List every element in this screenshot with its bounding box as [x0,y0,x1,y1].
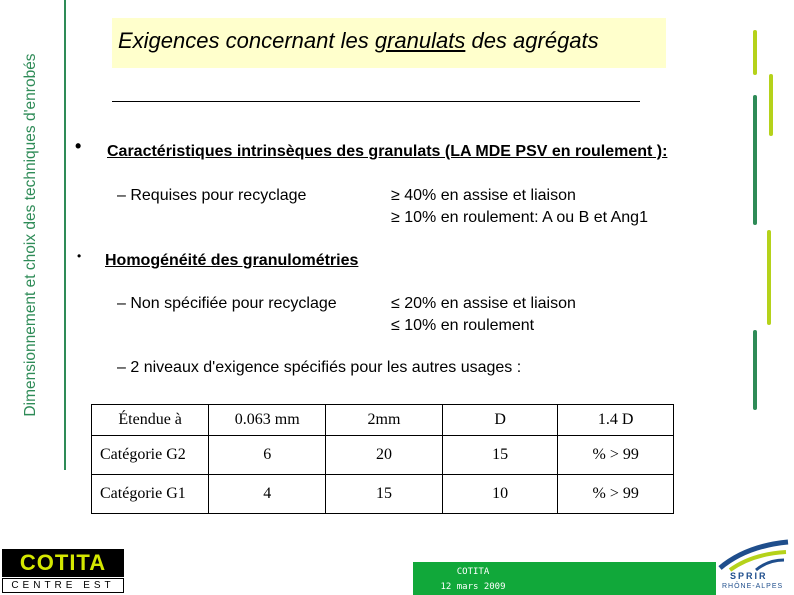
section-2-extra-line: – 2 niveaux d'exigence spécifiés pour le… [117,359,522,376]
cotita-logo-text: COTITA [19,550,107,575]
table-cell: Catégorie G1 [90,474,210,514]
section-2-value-1: ≤ 20% en assise et liaison [391,295,576,312]
table-header-row: Étendue à 0.063 mm 2mm D 1.4 D [90,404,674,436]
table-header-cell: Étendue à [90,404,210,436]
decorative-bar-3 [753,95,757,225]
decorative-bar-2 [769,74,773,136]
title-part-2: des agrégats [465,28,599,53]
table-cell: % > 99 [557,435,674,475]
footer-bar: COTITA 12 mars 2009 [413,562,716,595]
title-underlined-word: granulats [374,28,466,53]
decorative-bar-5 [753,330,757,410]
decorative-bar-1 [753,30,757,75]
section-1-heading: Caractéristiques intrinsèques des granul… [107,143,668,160]
footer-date: 12 mars 2009 [440,582,506,592]
section-1-dash-label: – Requises pour recyclage [117,187,307,204]
table-cell: 15 [325,474,443,514]
table-cell: % > 99 [557,474,674,514]
footer-org: COTITA [456,567,490,577]
cotita-logo: COTITA CENTRE EST [2,549,124,593]
table-row: Catégorie G2 6 20 15 % > 99 [90,435,674,475]
table-cell: 10 [441,474,559,514]
table-row: Catégorie G1 4 15 10 % > 99 [90,474,674,514]
section-2-dash-label: – Non spécifiée pour recyclage [117,295,337,312]
sidebar-band [0,0,66,470]
sprir-logo: SPRIR RHÔNE-ALPES [716,538,792,594]
sprir-logo-text: SPRIR [730,571,768,581]
table-cell: Catégorie G2 [90,435,210,475]
table-cell: 15 [441,435,559,475]
table-cell: 6 [208,435,327,475]
cotita-logo-main: COTITA [2,549,124,577]
page-title: Exigences concernant les granulats des a… [118,28,599,54]
table-header-cell: 1.4 D [557,404,674,436]
title-box: Exigences concernant les granulats des a… [112,18,666,68]
grading-table: Étendue à 0.063 mm 2mm D 1.4 D Catégorie… [90,404,674,514]
title-part-1: Exigences concernant les [118,28,375,53]
table-header-cell: D [441,404,559,436]
section-2-value-2: ≤ 10% en roulement [391,317,535,334]
section-1-value-1: ≥ 40% en assise et liaison [391,187,576,204]
section-2-heading: Homogénéité des granulométries [105,252,359,269]
bullet-1: • [75,136,82,156]
sidebar-vertical-title: Dimensionnement et choix des techniques … [22,53,39,417]
section-1-value-2: ≥ 10% en roulement: A ou B et Ang1 [391,209,648,226]
table-cell: 4 [208,474,327,514]
title-rule [112,101,640,102]
table-cell: 20 [325,435,443,475]
road-swoosh-icon [718,539,789,572]
sprir-logo-region: RHÔNE-ALPES [722,583,784,590]
table-header-cell: 2mm [325,404,443,436]
table-header-cell: 0.063 mm [208,404,327,436]
cotita-logo-subtitle: CENTRE EST [2,578,124,593]
decorative-bar-4 [767,230,771,325]
bullet-2: • [77,249,82,263]
